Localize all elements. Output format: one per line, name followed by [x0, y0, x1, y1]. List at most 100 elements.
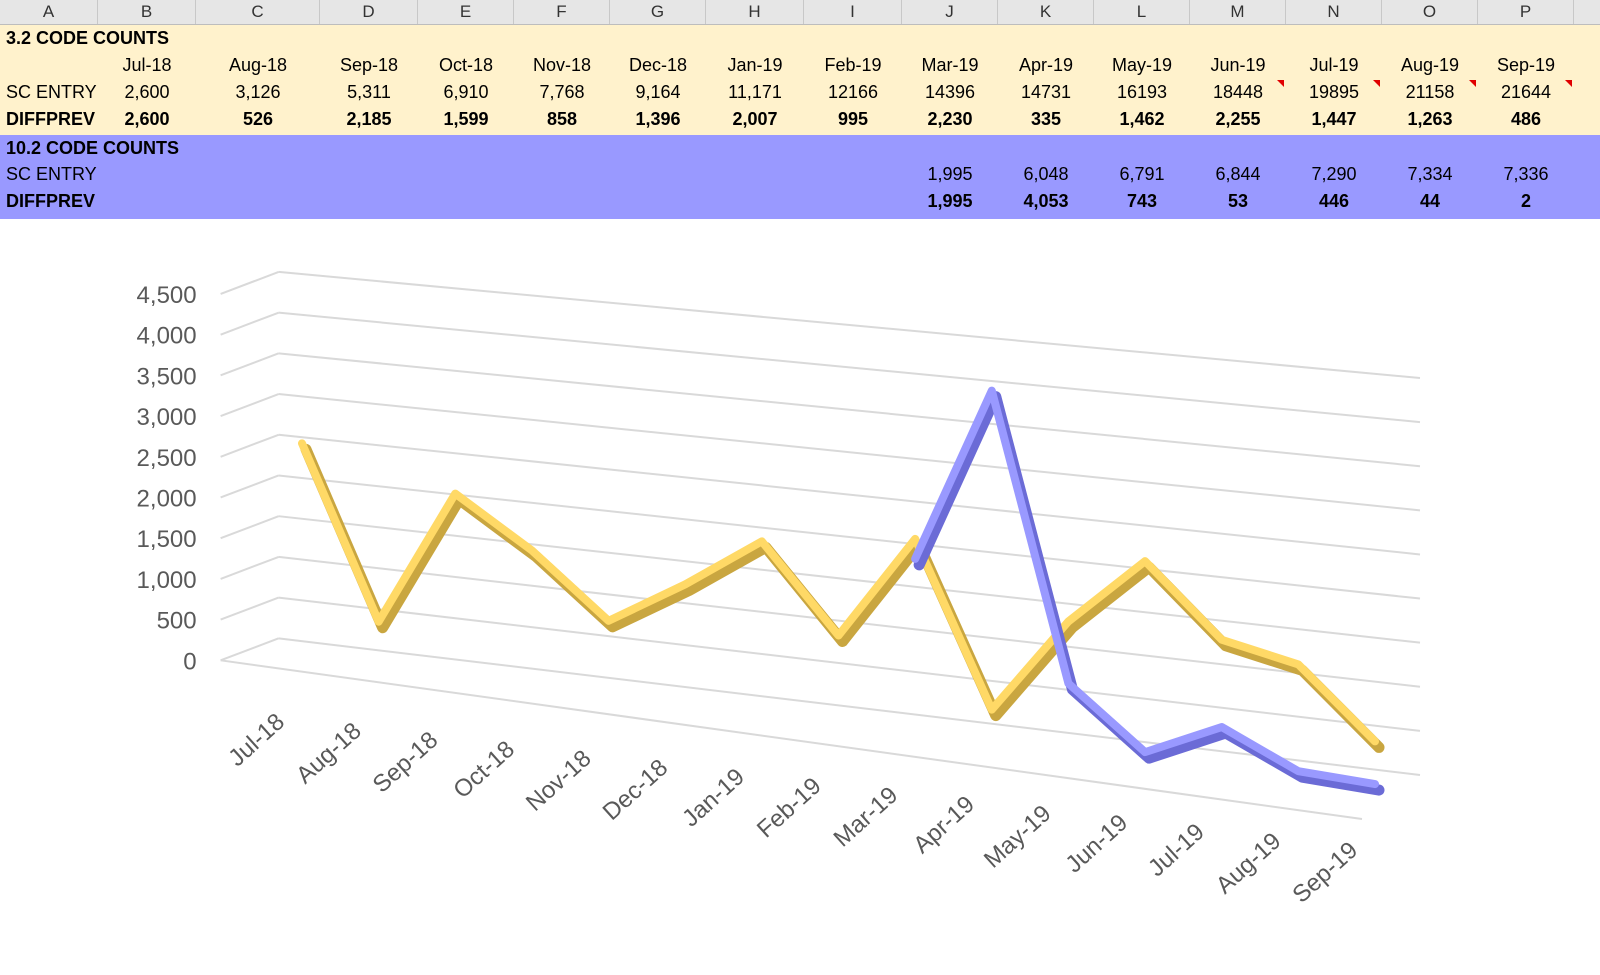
value-cell[interactable]: 21644: [1500, 82, 1552, 102]
value-cell[interactable]: 2,185: [346, 109, 392, 129]
value-cell[interactable]: 1,263: [1407, 109, 1453, 129]
data-point[interactable]: [375, 618, 383, 626]
month-header-cell[interactable]: Jan-19: [727, 55, 783, 75]
value-cell[interactable]: 2,255: [1215, 109, 1261, 129]
data-point[interactable]: [605, 617, 613, 625]
month-header-cell[interactable]: Jul-19: [1309, 55, 1359, 75]
month-header-cell[interactable]: Feb-19: [824, 55, 882, 75]
value-cell[interactable]: 6,910: [443, 82, 489, 102]
column-header-a[interactable]: A: [0, 0, 98, 24]
column-header-j[interactable]: J: [902, 0, 998, 24]
value-cell[interactable]: 335: [1030, 109, 1062, 129]
value-cell[interactable]: 995: [837, 109, 869, 129]
month-header-cell[interactable]: Aug-18: [228, 55, 288, 75]
value-cell[interactable]: 19895: [1308, 82, 1360, 102]
comment-indicator-icon[interactable]: [1373, 80, 1380, 87]
month-header-cell[interactable]: Nov-18: [532, 55, 592, 75]
section-3-2-title[interactable]: 3.2 CODE COUNTS: [6, 28, 170, 48]
column-header-f[interactable]: F: [514, 0, 610, 24]
value-cell[interactable]: 6,791: [1119, 164, 1165, 184]
row-label[interactable]: SC ENTRY: [6, 164, 97, 184]
series-2-line[interactable]: [911, 386, 1385, 796]
month-header-cell[interactable]: Dec-18: [628, 55, 688, 75]
comment-indicator-icon[interactable]: [1469, 80, 1476, 87]
value-cell[interactable]: 1,396: [635, 109, 681, 129]
row-label[interactable]: DIFFPREV: [6, 191, 96, 211]
value-cell[interactable]: 53: [1227, 191, 1249, 211]
data-point[interactable]: [911, 535, 919, 543]
value-cell[interactable]: 2,600: [124, 82, 170, 102]
value-cell[interactable]: 743: [1126, 191, 1158, 211]
column-header-b[interactable]: B: [98, 0, 196, 24]
comment-indicator-icon[interactable]: [1277, 80, 1284, 87]
value-cell[interactable]: 486: [1510, 109, 1542, 129]
value-cell[interactable]: 44: [1419, 191, 1441, 211]
chart-canvas[interactable]: 0 500 1,000 1,500 2,000 2,500 3,000 3,500 4,000 4…: [0, 220, 1600, 970]
data-point[interactable]: [1064, 617, 1072, 625]
column-header-o[interactable]: O: [1382, 0, 1478, 24]
data-point[interactable]: [1371, 737, 1379, 745]
data-point[interactable]: [1218, 723, 1226, 731]
month-header-cell[interactable]: Sep-18: [339, 55, 399, 75]
data-point[interactable]: [1141, 557, 1149, 565]
month-header-cell[interactable]: Jun-19: [1210, 55, 1266, 75]
row-label[interactable]: SC ENTRY: [6, 82, 97, 102]
data-point[interactable]: [1218, 636, 1226, 644]
value-cell[interactable]: 858: [546, 109, 578, 129]
column-header-e[interactable]: E: [418, 0, 514, 24]
column-header-d[interactable]: D: [320, 0, 418, 24]
data-point[interactable]: [988, 706, 996, 714]
value-cell[interactable]: 21158: [1405, 82, 1455, 102]
month-header-cell[interactable]: Jul-18: [122, 55, 172, 75]
data-point[interactable]: [451, 490, 459, 498]
data-point[interactable]: [911, 555, 919, 563]
value-cell[interactable]: 12166: [827, 82, 879, 102]
value-cell[interactable]: 2,007: [732, 109, 778, 129]
comment-indicator-icon[interactable]: [1565, 80, 1572, 87]
data-point[interactable]: [1064, 679, 1072, 687]
month-header-cell[interactable]: Sep-19: [1496, 55, 1556, 75]
column-header-g[interactable]: G: [610, 0, 706, 24]
value-cell[interactable]: 4,053: [1023, 191, 1069, 211]
line-chart-3d[interactable]: 0 500 1,000 1,500 2,000 2,500 3,000 3,500 4,000 4…: [0, 220, 1600, 970]
value-cell[interactable]: 1,995: [927, 164, 973, 184]
month-header-cell[interactable]: May-19: [1111, 55, 1173, 75]
value-cell[interactable]: 526: [242, 109, 274, 129]
data-point[interactable]: [1371, 780, 1379, 788]
month-header-cell[interactable]: Apr-19: [1018, 55, 1074, 75]
chart-series[interactable]: [297, 386, 1385, 796]
data-point[interactable]: [528, 546, 536, 554]
column-header-c[interactable]: C: [196, 0, 320, 24]
month-header-cell[interactable]: Oct-18: [438, 55, 494, 75]
value-cell[interactable]: 1,599: [443, 109, 489, 129]
value-cell[interactable]: 7,334: [1407, 164, 1453, 184]
data-point[interactable]: [298, 439, 306, 447]
data-point[interactable]: [1294, 660, 1302, 668]
data-point[interactable]: [1141, 748, 1149, 756]
value-cell[interactable]: 7,768: [539, 82, 585, 102]
value-cell[interactable]: 14396: [924, 82, 976, 102]
data-point[interactable]: [1294, 767, 1302, 775]
value-cell[interactable]: 14731: [1020, 82, 1072, 102]
value-cell[interactable]: 6,844: [1215, 164, 1261, 184]
column-header-n[interactable]: N: [1286, 0, 1382, 24]
value-cell[interactable]: 5,311: [347, 82, 391, 102]
value-cell[interactable]: 7,336: [1503, 164, 1549, 184]
column-header-l[interactable]: L: [1094, 0, 1190, 24]
value-cell[interactable]: 2,600: [124, 109, 170, 129]
value-cell[interactable]: 6,048: [1023, 164, 1069, 184]
row-label[interactable]: DIFFPREV: [6, 109, 96, 129]
month-header-cell[interactable]: Aug-19: [1400, 55, 1460, 75]
value-cell[interactable]: 9,164: [635, 82, 681, 102]
series-1-line[interactable]: [297, 439, 1385, 753]
data-point[interactable]: [835, 632, 843, 640]
value-cell[interactable]: 1,995: [927, 191, 973, 211]
value-cell[interactable]: 446: [1318, 191, 1350, 211]
month-header-cell[interactable]: Mar-19: [921, 55, 979, 75]
column-header-p[interactable]: P: [1478, 0, 1574, 24]
value-cell[interactable]: 3,126: [235, 82, 281, 102]
value-cell[interactable]: 11,171: [728, 82, 782, 102]
value-cell[interactable]: 18448: [1212, 82, 1264, 102]
value-cell[interactable]: 7,290: [1311, 164, 1357, 184]
section-10-2-title[interactable]: 10.2 CODE COUNTS: [6, 138, 180, 158]
